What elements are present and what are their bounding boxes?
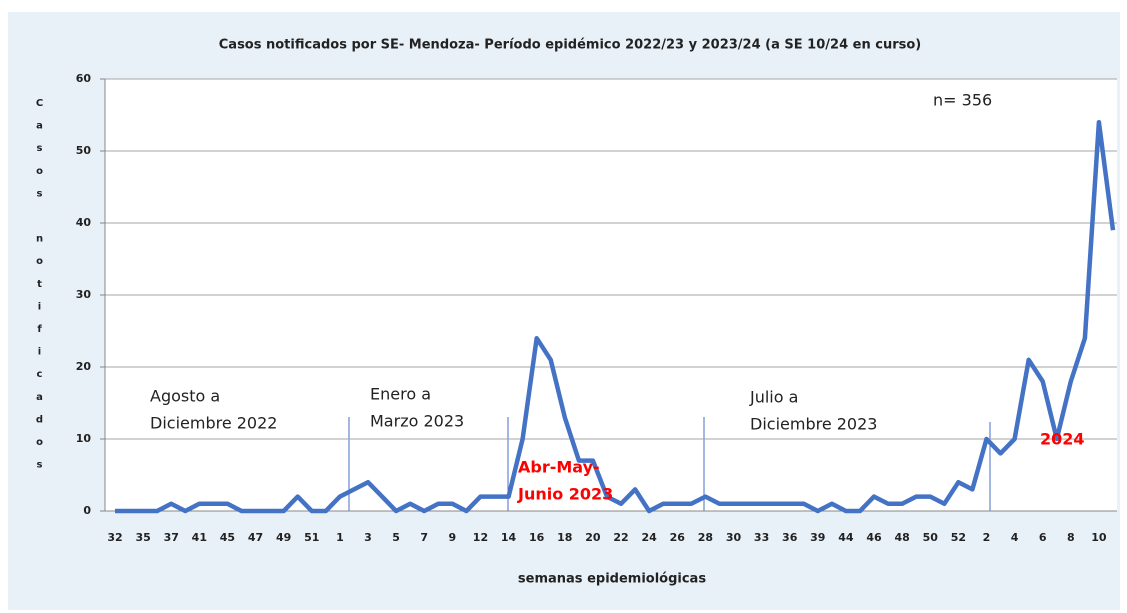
x-tick-label: 48	[894, 531, 909, 544]
x-tick-label: 14	[501, 531, 517, 544]
x-axis-label: semanas epidemiológicas	[518, 572, 706, 587]
x-tick-label: 4	[1011, 531, 1019, 544]
x-tick-label: 5	[392, 531, 400, 544]
x-tick-label: 44	[838, 531, 854, 544]
y-tick-label: 20	[76, 360, 92, 373]
x-tick-label: 36	[782, 531, 798, 544]
x-tick-label: 51	[304, 531, 319, 544]
x-tick-label: 7	[420, 531, 428, 544]
x-tick-label: 35	[135, 531, 150, 544]
x-tick-label: 41	[192, 531, 207, 544]
x-tick-label: 33	[754, 531, 769, 544]
y-tick-label: 60	[76, 72, 92, 85]
y-tick-label: 50	[76, 144, 92, 157]
annotation: Agosto a	[150, 387, 220, 406]
annotation: Marzo 2023	[370, 412, 464, 431]
x-tick-label: 16	[529, 531, 545, 544]
x-tick-label: 20	[585, 531, 601, 544]
x-tick-label: 18	[557, 531, 572, 544]
y-axis-label: Casos notificados	[34, 98, 45, 483]
y-tick-label: 0	[83, 504, 91, 517]
x-tick-label: 12	[473, 531, 488, 544]
data-line	[115, 119, 1116, 514]
x-tick-label: 45	[220, 531, 235, 544]
x-tick-label: 50	[923, 531, 939, 544]
x-tick-label: 39	[810, 531, 825, 544]
x-tick-label: 1	[336, 531, 344, 544]
annotation: n= 356	[933, 91, 992, 110]
x-tick-label: 32	[107, 531, 122, 544]
annotation: Enero a	[370, 385, 431, 404]
annotation: 2024	[1040, 430, 1085, 449]
y-tick-label: 30	[76, 288, 92, 301]
x-tick-label: 30	[726, 531, 742, 544]
chart-title: Casos notificados por SE- Mendoza- Perío…	[219, 38, 921, 53]
annotation: Abr-May-	[518, 458, 600, 477]
x-tick-label: 47	[248, 531, 263, 544]
x-tick-label: 49	[276, 531, 291, 544]
y-tick-label: 40	[76, 216, 92, 229]
x-tick-label: 10	[1091, 531, 1107, 544]
x-tick-label: 46	[866, 531, 882, 544]
annotation: Julio a	[749, 388, 798, 407]
x-tick-label: 8	[1067, 531, 1075, 544]
y-tick-label: 10	[76, 432, 92, 445]
x-tick-label: 52	[951, 531, 966, 544]
x-tick-label: 2	[983, 531, 991, 544]
x-tick-label: 37	[164, 531, 179, 544]
x-tick-label: 28	[698, 531, 713, 544]
x-tick-label: 9	[449, 531, 457, 544]
annotation: Diciembre 2022	[150, 414, 277, 433]
x-tick-label: 24	[641, 531, 657, 544]
x-tick-label: 6	[1039, 531, 1047, 544]
annotation: Diciembre 2023	[750, 415, 877, 434]
annotation: Junio 2023	[517, 485, 613, 504]
x-tick-label: 26	[670, 531, 686, 544]
x-tick-label: 22	[613, 531, 628, 544]
x-tick-label: 3	[364, 531, 372, 544]
